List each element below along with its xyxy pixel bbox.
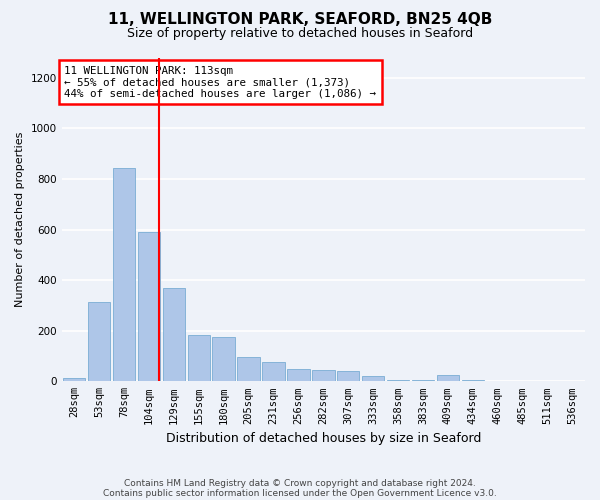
Bar [362, 376, 385, 382]
Bar [238, 358, 260, 382]
Bar [437, 375, 459, 382]
Text: 11, WELLINGTON PARK, SEAFORD, BN25 4QB: 11, WELLINGTON PARK, SEAFORD, BN25 4QB [108, 12, 492, 28]
Bar [113, 168, 135, 382]
Bar [387, 380, 409, 382]
Bar [287, 368, 310, 382]
Bar [337, 371, 359, 382]
Text: Size of property relative to detached houses in Seaford: Size of property relative to detached ho… [127, 28, 473, 40]
Bar [88, 302, 110, 382]
Y-axis label: Number of detached properties: Number of detached properties [15, 132, 25, 307]
Bar [262, 362, 285, 382]
Bar [137, 232, 160, 382]
X-axis label: Distribution of detached houses by size in Seaford: Distribution of detached houses by size … [166, 432, 481, 445]
Text: Contains public sector information licensed under the Open Government Licence v3: Contains public sector information licen… [103, 488, 497, 498]
Bar [63, 378, 85, 382]
Bar [412, 380, 434, 382]
Bar [188, 334, 210, 382]
Text: Contains HM Land Registry data © Crown copyright and database right 2024.: Contains HM Land Registry data © Crown c… [124, 478, 476, 488]
Bar [461, 380, 484, 382]
Bar [163, 288, 185, 382]
Text: 11 WELLINGTON PARK: 113sqm
← 55% of detached houses are smaller (1,373)
44% of s: 11 WELLINGTON PARK: 113sqm ← 55% of deta… [64, 66, 376, 99]
Bar [212, 337, 235, 382]
Bar [312, 370, 335, 382]
